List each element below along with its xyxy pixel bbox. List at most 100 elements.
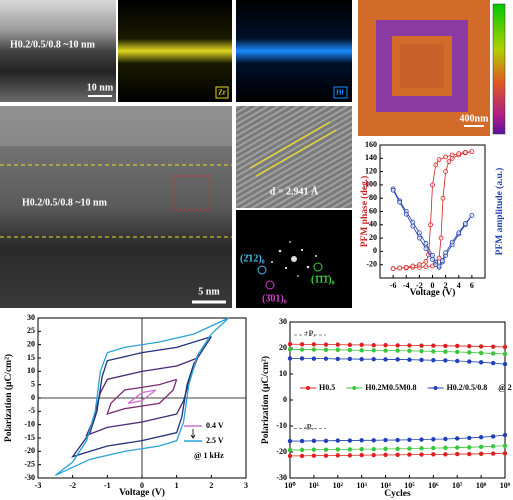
x-tick-label: 10⁴ bbox=[380, 481, 391, 490]
data-point bbox=[299, 453, 305, 459]
data-point bbox=[311, 438, 317, 444]
data-point bbox=[347, 356, 353, 362]
data-point bbox=[359, 348, 364, 353]
eds-tag bbox=[333, 86, 348, 99]
data-point bbox=[433, 262, 439, 268]
data-point bbox=[443, 349, 448, 354]
data-point bbox=[407, 357, 412, 362]
data-point bbox=[423, 264, 429, 270]
series-line bbox=[106, 378, 178, 415]
data-point bbox=[502, 443, 508, 448]
data-point bbox=[403, 211, 409, 217]
y-tick-label: 20 bbox=[27, 339, 35, 348]
fft-spots bbox=[271, 241, 317, 277]
y-tick-label: 0 bbox=[373, 246, 377, 255]
data-point bbox=[467, 343, 472, 349]
data-point bbox=[446, 159, 452, 165]
legend-label: 0.4 V bbox=[206, 421, 224, 430]
y-tick-label: 80 bbox=[369, 193, 377, 202]
data-point bbox=[359, 356, 364, 362]
data-point bbox=[423, 246, 429, 252]
data-point bbox=[323, 453, 329, 458]
data-point bbox=[455, 445, 460, 450]
data-point bbox=[449, 152, 455, 158]
y-axis-title: Polarization (μC/cm²) bbox=[3, 354, 14, 442]
y-tick-label: -25 bbox=[24, 459, 35, 468]
y-tick-label: 30 bbox=[279, 317, 287, 326]
data-point bbox=[335, 438, 340, 443]
x-tick-label: 10⁸ bbox=[476, 481, 487, 490]
data-point bbox=[347, 347, 353, 353]
data-point bbox=[403, 264, 409, 270]
data-point bbox=[359, 452, 364, 458]
large-scale: 5 nm bbox=[198, 286, 220, 297]
data-point bbox=[397, 199, 403, 205]
y-tick-label: -15 bbox=[24, 433, 35, 442]
data-point bbox=[455, 349, 460, 355]
legend-marker bbox=[306, 386, 310, 390]
data-point bbox=[395, 452, 400, 458]
data-point bbox=[469, 213, 475, 218]
x-tick-label: -2 bbox=[416, 281, 423, 290]
data-point bbox=[383, 348, 388, 353]
eds-zr-map bbox=[118, 0, 232, 102]
data-point bbox=[347, 447, 353, 452]
data-point bbox=[439, 258, 445, 264]
data-point bbox=[431, 437, 436, 442]
data-point bbox=[467, 359, 472, 364]
data-point bbox=[407, 452, 412, 457]
y-tick-label: -20 bbox=[24, 446, 35, 455]
data-point bbox=[311, 356, 317, 361]
data-point bbox=[419, 437, 424, 442]
charts: -6 -4 -2 0 2 4 6-20020406080100120140160Voltag… bbox=[3, 138, 513, 499]
data-point bbox=[347, 453, 353, 458]
data-point bbox=[455, 343, 460, 349]
data-point bbox=[407, 343, 412, 348]
data-point bbox=[455, 451, 460, 457]
data-point bbox=[502, 344, 508, 350]
data-point bbox=[490, 360, 496, 366]
x-tick-label: -3 bbox=[35, 481, 42, 490]
x-axis-title: Voltage (V) bbox=[410, 287, 456, 298]
data-point bbox=[462, 221, 468, 226]
data-point bbox=[371, 342, 376, 348]
data-point bbox=[347, 438, 353, 443]
data-point bbox=[359, 342, 364, 348]
data-point bbox=[449, 239, 455, 245]
x-tick-label: 0 bbox=[140, 481, 144, 490]
pfm-pattern bbox=[400, 44, 444, 88]
y-tick-label: -10 bbox=[276, 421, 287, 430]
x-tick-label: 4 bbox=[457, 281, 461, 290]
y-tick-label: -30 bbox=[276, 473, 287, 482]
data-point bbox=[431, 343, 436, 348]
y-tick-label: 0 bbox=[283, 395, 287, 404]
data-point bbox=[287, 447, 293, 453]
data-point bbox=[407, 348, 412, 354]
data-point bbox=[456, 230, 462, 236]
data-point bbox=[478, 360, 484, 365]
y-tick-label: -10 bbox=[24, 419, 35, 428]
data-point bbox=[502, 361, 508, 367]
legend-note: @ 2 V bbox=[498, 383, 513, 392]
data-point bbox=[502, 451, 508, 456]
data-point bbox=[430, 252, 435, 258]
data-point bbox=[478, 451, 484, 457]
data-point bbox=[462, 149, 468, 155]
annotation: -Pᵣ bbox=[304, 422, 314, 431]
d-spacing: d = 2.941 Å bbox=[270, 185, 319, 197]
data-point bbox=[311, 447, 317, 452]
data-point bbox=[430, 182, 435, 188]
data-point bbox=[287, 438, 293, 444]
data-point bbox=[323, 347, 329, 353]
y-tick-label: 140 bbox=[365, 153, 377, 162]
y-tick-label: -20 bbox=[276, 447, 287, 456]
y-tick-label: 25 bbox=[27, 326, 35, 335]
data-point bbox=[359, 446, 364, 452]
y-tick-label: 20 bbox=[279, 343, 287, 352]
x-tick-label: 10³ bbox=[356, 481, 367, 490]
fringe-line bbox=[249, 121, 331, 169]
eds-zr-label: Zr bbox=[218, 89, 226, 97]
tem-image bbox=[0, 0, 116, 102]
large-label: H0.2/0.5/0.8 ~10 nm bbox=[22, 197, 108, 208]
data-point bbox=[419, 446, 424, 451]
